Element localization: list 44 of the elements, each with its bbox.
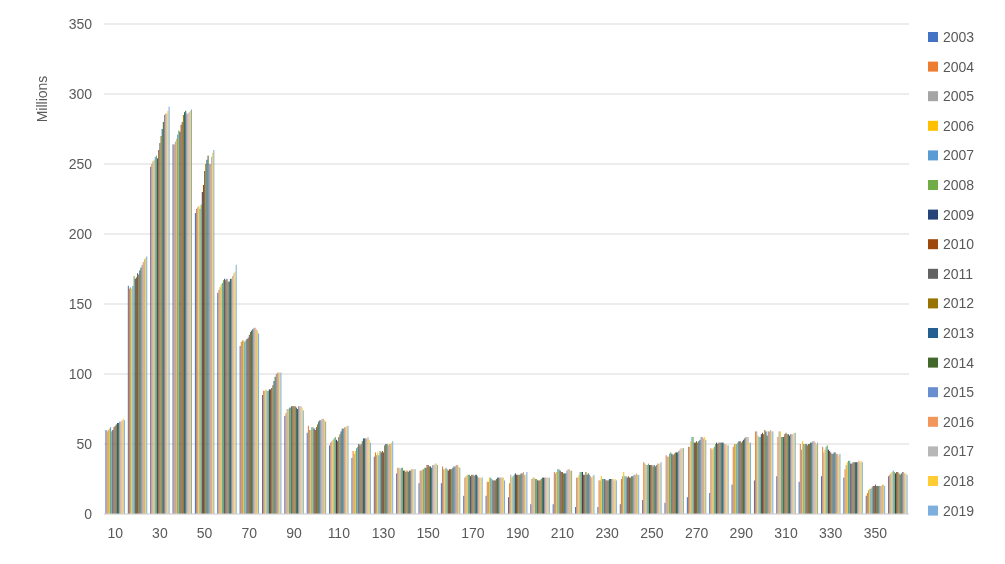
x-tick-label: 70 [241, 525, 258, 541]
legend-label: 2016 [943, 413, 975, 430]
legend-label: 2014 [943, 354, 975, 371]
x-tick-label: 150 [416, 525, 441, 541]
legend-label: 2018 [943, 472, 975, 489]
legend-label: 2004 [943, 58, 975, 75]
x-tick-label: 350 [863, 525, 888, 541]
x-tick-label: 170 [461, 525, 485, 541]
y-axis-title: Millions [34, 75, 50, 123]
y-tick-label: 250 [68, 155, 93, 172]
y-tick-label: 300 [68, 85, 93, 102]
x-tick-label: 250 [640, 525, 664, 541]
legend-label: 2005 [943, 88, 975, 105]
legend-label: 2007 [943, 147, 975, 164]
x-tick-label: 310 [774, 525, 798, 541]
legend-label: 2019 [943, 502, 975, 519]
y-tick-label: 100 [68, 365, 93, 382]
x-tick-label: 130 [371, 525, 396, 541]
legend-label: 2015 [943, 384, 975, 401]
x-tick-label: 50 [196, 525, 213, 541]
y-tick-label: 50 [76, 435, 93, 452]
legend-label: 2003 [943, 28, 975, 45]
legend-label: 2006 [943, 117, 975, 134]
legend-label: 2012 [943, 295, 975, 312]
legend-label: 2008 [943, 176, 975, 193]
legend-label: 2017 [943, 443, 975, 460]
y-tick-label: 350 [68, 15, 93, 32]
x-tick-label: 270 [684, 525, 709, 541]
x-tick-label: 30 [152, 525, 168, 541]
legend-label: 2013 [943, 324, 975, 341]
x-tick-label: 190 [506, 525, 530, 541]
legend-label: 2009 [943, 206, 975, 223]
x-tick-label: 330 [819, 525, 843, 541]
y-tick-label: 0 [84, 505, 93, 522]
x-tick-label: 290 [729, 525, 754, 541]
legend-label: 2010 [943, 236, 975, 253]
x-tick-label: 110 [327, 525, 351, 541]
y-tick-label: 150 [68, 295, 93, 312]
x-tick-label: 10 [107, 525, 124, 541]
x-tick-label: 210 [550, 525, 575, 541]
x-tick-label: 90 [286, 525, 303, 541]
x-tick-label: 230 [595, 525, 620, 541]
legend-label: 2011 [943, 265, 974, 282]
y-tick-label: 200 [68, 225, 93, 242]
